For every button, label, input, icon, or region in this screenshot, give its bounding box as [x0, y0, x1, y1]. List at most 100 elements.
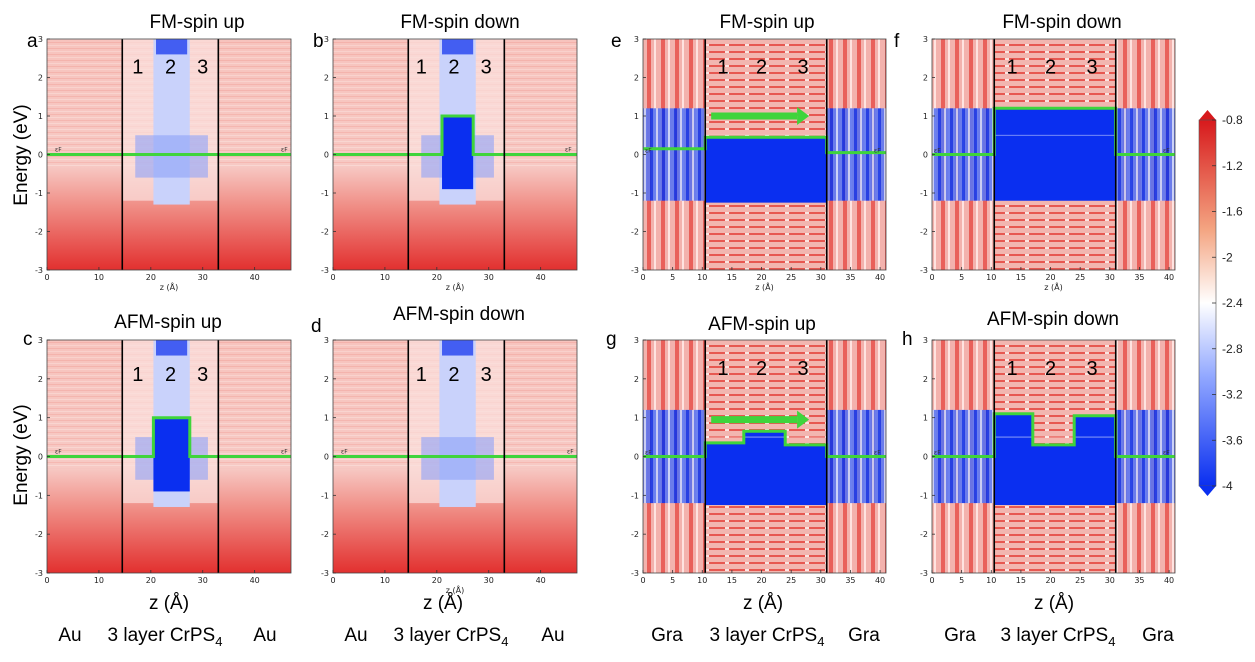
panel-title: AFM-spin down: [393, 304, 525, 325]
y-tick-label: 3: [324, 35, 329, 44]
colorbar-tick-label: -0.8: [1222, 113, 1243, 127]
panel-letter: e: [611, 31, 622, 52]
layer-number-1: 1: [1006, 358, 1017, 380]
x-tick-label: 20: [146, 576, 156, 585]
y-axis-label-2: Energy (eV): [11, 404, 32, 505]
layer-number-3: 3: [481, 364, 492, 386]
x-tick-label: 15: [1016, 576, 1026, 585]
x-tick-label: 30: [1105, 273, 1115, 282]
colorbar-tick-label: -1.6: [1222, 205, 1243, 219]
y-tick-label: -1: [35, 491, 43, 500]
layer-number-3: 3: [481, 57, 492, 79]
x-tick-label: 40: [875, 273, 885, 282]
x-tick-label: 40: [1164, 273, 1174, 282]
y-tick-label: -2: [920, 530, 928, 539]
fermi-label-right: εF: [567, 449, 574, 456]
x-tick-label: 30: [1105, 576, 1115, 585]
blue-fermi-patch: [135, 135, 208, 178]
blue-block-under-profile: [153, 417, 190, 492]
fermi-label-left: εF: [55, 449, 62, 456]
x-tick-label: 35: [845, 576, 855, 585]
y-tick-label: -1: [920, 491, 928, 500]
x-tick-label: 0: [44, 576, 49, 585]
layer-number-2: 2: [756, 358, 767, 380]
x-tick-label: 25: [1075, 273, 1085, 282]
colorbar: -0.8 -1.2 -1.6 -2 -2.4 -2.8 -3.2 -3.6 -4: [1198, 110, 1243, 496]
y-tick-label: 1: [324, 414, 329, 423]
y-tick-label: 1: [634, 112, 639, 121]
fermi-label-right: εF: [281, 449, 288, 456]
y-tick-label: -1: [631, 189, 639, 198]
x-tick-label: 40: [536, 576, 546, 585]
blue-block-under-profile: [442, 116, 474, 190]
y-tick-label: -2: [631, 530, 639, 539]
y-tick-label: -1: [321, 189, 329, 198]
x-tick-label: 0: [44, 273, 49, 282]
y-tick-label: -2: [321, 228, 329, 237]
blue-band-under-profile: [994, 108, 1116, 201]
x-tick-label: 20: [756, 273, 766, 282]
fermi-label-right: εF: [565, 147, 572, 154]
x-axis-label-1: z (Å): [149, 593, 189, 614]
colorbar-tick-label: -2.8: [1222, 342, 1243, 356]
y-tick-label: 0: [324, 453, 329, 462]
y-tick-label: 1: [38, 414, 43, 423]
column-label-right: Gra: [1142, 625, 1174, 646]
panel-title: FM-spin up: [149, 12, 244, 33]
blue-top-patch: [442, 340, 474, 356]
layer-number-3: 3: [1086, 57, 1097, 79]
y-tick-label: 1: [324, 112, 329, 121]
x-tick-label: 25: [786, 273, 796, 282]
y-tick-label: 0: [38, 151, 43, 160]
x-tick-label: 40: [1164, 576, 1174, 585]
x-tick-label: 10: [697, 273, 707, 282]
x-tick-label: 5: [959, 273, 964, 282]
y-tick-label: 0: [38, 453, 43, 462]
y-tick-label: 0: [324, 151, 329, 160]
y-tick-label: 0: [923, 151, 928, 160]
y-tick-label: 1: [923, 112, 928, 121]
layer-number-1: 1: [1006, 57, 1017, 79]
colorbar-tick-label: -2.4: [1222, 296, 1243, 310]
column-label-right: Gra: [848, 625, 880, 646]
x-tick-label: 0: [330, 576, 335, 585]
x-tick-label: 30: [198, 273, 208, 282]
blue-band-under-profile: [705, 137, 827, 203]
layer-number-2: 2: [756, 57, 767, 79]
layer-number-3: 3: [1086, 358, 1097, 380]
layer-number-2: 2: [1045, 57, 1056, 79]
x-tick-label: 30: [816, 576, 826, 585]
x-tick-label: 30: [484, 576, 494, 585]
layer-number-3: 3: [197, 57, 208, 79]
x-tick-label: 20: [1045, 576, 1055, 585]
blue-top-patch: [156, 39, 188, 55]
x-axis-label-small: z (Å): [160, 281, 178, 292]
charge-transfer-arrowhead: [797, 410, 810, 429]
x-tick-label: 15: [1016, 273, 1026, 282]
y-tick-label: 2: [324, 74, 329, 83]
x-tick-label: 25: [1075, 576, 1085, 585]
layer-number-3: 3: [797, 358, 808, 380]
x-tick-label: 15: [727, 273, 737, 282]
column-label-left: Au: [344, 625, 367, 646]
y-tick-label: 1: [923, 414, 928, 423]
y-tick-label: 3: [324, 336, 329, 345]
x-axis-label-3: z (Å): [743, 593, 783, 614]
x-tick-label: 35: [1134, 273, 1144, 282]
x-tick-label: 25: [786, 576, 796, 585]
column-label-left: Au: [58, 625, 81, 646]
panel-title: AFM-spin down: [987, 309, 1119, 330]
y-tick-label: -3: [321, 569, 329, 578]
y-tick-label: 2: [923, 375, 928, 384]
x-tick-label: 10: [697, 576, 707, 585]
y-tick-label: -3: [631, 569, 639, 578]
blue-band-under-profile: [994, 413, 1116, 505]
layer-number-2: 2: [1045, 358, 1056, 380]
y-tick-label: 1: [634, 414, 639, 423]
colorbar-tick-label: -1.2: [1222, 159, 1243, 173]
